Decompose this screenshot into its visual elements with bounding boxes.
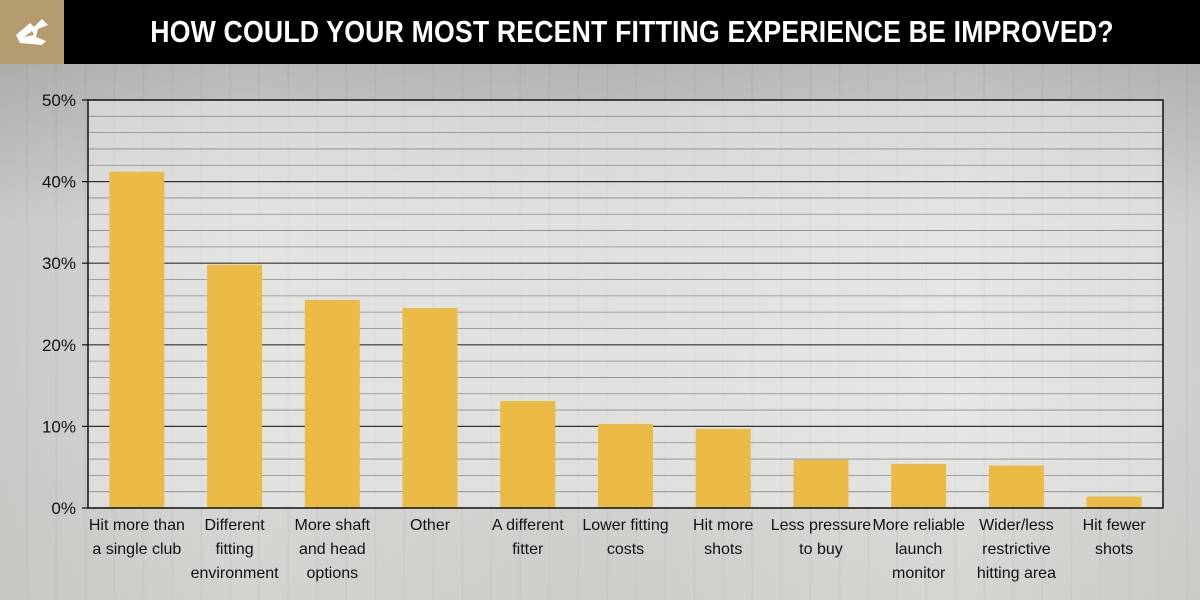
plot-frame xyxy=(87,99,1164,509)
bar xyxy=(402,308,458,508)
y-tick-label: 30% xyxy=(42,254,76,273)
x-category-label: Less pressure to buy xyxy=(771,517,872,558)
logo xyxy=(0,0,64,64)
axes xyxy=(87,99,1164,509)
x-category-label: Other xyxy=(410,517,451,534)
chart-title: HOW COULD YOUR MOST RECENT FITTING EXPER… xyxy=(150,14,1114,49)
x-category-label: Hit more than a single club xyxy=(89,517,185,558)
bars xyxy=(109,171,1142,509)
bar xyxy=(207,264,263,508)
header-bar: HOW COULD YOUR MOST RECENT FITTING EXPER… xyxy=(0,0,1200,64)
club-logo-icon xyxy=(16,19,48,45)
bar xyxy=(1086,496,1142,508)
bar xyxy=(598,423,653,508)
x-category-label: Hit more shots xyxy=(693,517,754,558)
bar xyxy=(500,401,556,508)
bar xyxy=(988,465,1044,508)
x-category-label: A different fitter xyxy=(492,517,564,558)
x-category-label: Wider/less restrictive hitting area xyxy=(977,517,1056,582)
y-tick-label: 50% xyxy=(42,91,76,110)
y-tick-label: 40% xyxy=(42,173,76,192)
bar xyxy=(695,428,751,508)
bar xyxy=(793,459,849,508)
x-category-label: Different fitting environment xyxy=(191,517,280,582)
x-category-label: More reliable launch monitor xyxy=(872,517,965,582)
y-tick-label: 0% xyxy=(51,499,76,518)
y-tick-label: 20% xyxy=(42,336,76,355)
bar xyxy=(109,171,165,509)
y-tick-label: 10% xyxy=(42,417,76,436)
x-category-label: More shaft and head options xyxy=(295,517,371,582)
bar xyxy=(304,299,360,508)
y-tick-labels: 0% 10% 20% 30% 40% 50% xyxy=(42,91,88,518)
x-category-label: Hit fewer shots xyxy=(1083,517,1147,558)
bar xyxy=(891,463,947,508)
x-category-label: Lower fitting costs xyxy=(582,517,668,558)
